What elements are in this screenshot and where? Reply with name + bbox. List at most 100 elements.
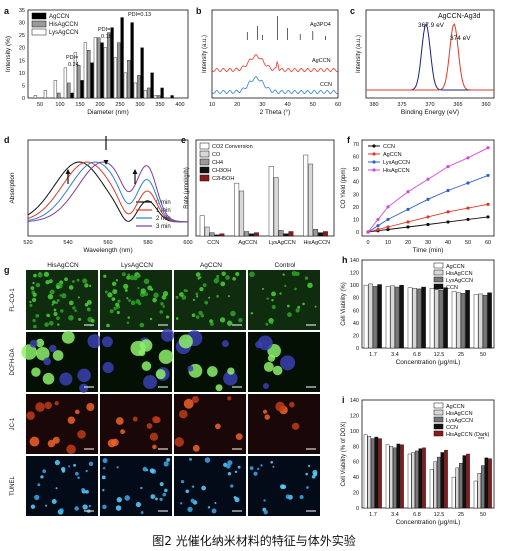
bar-h	[487, 292, 492, 349]
y-label-c: Intensity (a.u.)	[356, 35, 362, 73]
cell-spot-g	[152, 444, 157, 450]
x-tick-i: 12.5	[434, 512, 445, 518]
x-tick-d: 540	[63, 240, 72, 246]
cell-spot-g	[101, 336, 113, 348]
cell-spot-g	[116, 497, 122, 503]
bar-h	[368, 283, 373, 349]
cell-spot-g	[54, 401, 59, 406]
cell-spot-g	[195, 315, 200, 319]
x-tick-c: 370	[425, 102, 434, 108]
data-point-f	[486, 146, 490, 150]
bar-a-LysAgCCN	[83, 42, 88, 99]
bar-i	[393, 447, 397, 509]
y-tick-a: 10	[19, 71, 25, 77]
cell-spot-g	[74, 309, 77, 312]
cell-spot-g	[282, 273, 285, 276]
legend-swatch-h	[433, 269, 444, 276]
x-tick-b: 10	[209, 102, 215, 108]
x-tick-a: 250	[115, 102, 124, 108]
cell-spot-g	[149, 468, 155, 474]
data-point-f	[446, 188, 450, 193]
series-line-d	[27, 161, 188, 223]
legend-label-i: HisAgCCN (Dark)	[446, 432, 490, 438]
cell-spot-g	[191, 313, 196, 318]
bar-i	[411, 452, 416, 509]
legend-label-i: CCN	[446, 425, 458, 431]
panel-label-f: f	[347, 135, 351, 145]
bar-e	[288, 231, 294, 237]
x-tick-a: 300	[135, 102, 144, 108]
bar-e	[273, 177, 279, 237]
y-label-b: Intensity (a.u.)	[202, 35, 208, 73]
cell-spot-g	[68, 465, 71, 468]
cell-spot-g	[68, 285, 74, 290]
bar-a-LysAgCCN	[33, 95, 38, 99]
cell-spot-g	[33, 273, 37, 278]
legend-swatch-h	[433, 262, 444, 269]
cell-spot-g	[189, 457, 193, 461]
legend-label-a: LysAgCCN	[49, 30, 78, 36]
cell-spot-g	[233, 496, 237, 499]
bar-a-AgCCN	[100, 42, 104, 99]
plot-frame-e	[195, 139, 335, 237]
bar-a-HisAgCCN	[67, 82, 71, 99]
cell-spot-g	[216, 294, 220, 298]
x-label-i: Concentration (μg/mL)	[396, 519, 461, 526]
bar-a-AgCCN	[90, 62, 94, 99]
bar-e	[313, 229, 318, 237]
cell-spot-g	[29, 339, 38, 348]
x-tick-c: 380	[369, 102, 378, 108]
data-point-f	[386, 227, 390, 232]
cell-spot-g	[152, 297, 157, 303]
bar-h	[399, 284, 404, 349]
x-tick-d: 600	[183, 240, 192, 246]
y-tick-i: 140	[350, 398, 359, 404]
cell-spot-g	[221, 340, 229, 348]
panel-label-e: e	[181, 135, 186, 145]
cell-spot-g	[127, 316, 130, 319]
cell-spot-g	[32, 281, 35, 285]
cell-spot-g	[215, 384, 223, 392]
panel-label-a: a	[4, 6, 10, 16]
y-label-f: CO Yield (ppm)	[341, 167, 347, 208]
cell-spot-g	[57, 323, 60, 326]
cell-spot-g	[127, 273, 131, 277]
bar-i	[444, 449, 448, 509]
cell-spot-g	[294, 287, 297, 291]
cell-spot-g	[221, 271, 226, 276]
x-tick-h: 25	[458, 352, 464, 358]
bar-h	[394, 286, 400, 349]
cell-spot-g	[82, 278, 88, 284]
cell-spot-g	[139, 322, 145, 328]
cell-spot-g	[230, 484, 234, 488]
data-point-f	[406, 207, 410, 211]
bar-h	[407, 287, 413, 349]
bar-a-HisAgCCN	[87, 50, 91, 99]
cell-spot-g	[179, 502, 183, 505]
legend-swatch-i	[433, 430, 444, 437]
cell-spot-g	[143, 375, 158, 390]
cell-spot-g	[262, 383, 270, 390]
cell-spot-g	[211, 508, 217, 514]
cell-spot-g	[49, 344, 57, 353]
x-tick-b: 30	[259, 102, 265, 108]
bar-i	[484, 457, 489, 509]
chart-title-c: AgCCN-Ag3d	[438, 13, 481, 20]
cell-spot-g	[249, 466, 254, 470]
cell-spot-g	[74, 471, 79, 476]
data-point-f	[386, 205, 390, 209]
cell-spot-g	[52, 300, 56, 304]
cell-spot-g	[82, 504, 88, 510]
y-tick-a: 30	[19, 21, 25, 27]
cell-spot-g	[235, 272, 240, 277]
cell-spot-g	[295, 308, 300, 313]
y-tick-f: 70	[353, 142, 359, 148]
x-label-f: Time (min)	[413, 247, 444, 254]
data-point-f	[486, 215, 490, 219]
y-tick-h: 140	[350, 258, 359, 264]
data-point-f	[376, 224, 380, 228]
cell-spot-g	[73, 463, 77, 467]
y-tick-a: 20	[19, 46, 25, 52]
bar-i	[378, 438, 382, 509]
row-header-g: TUNEL	[10, 476, 16, 496]
